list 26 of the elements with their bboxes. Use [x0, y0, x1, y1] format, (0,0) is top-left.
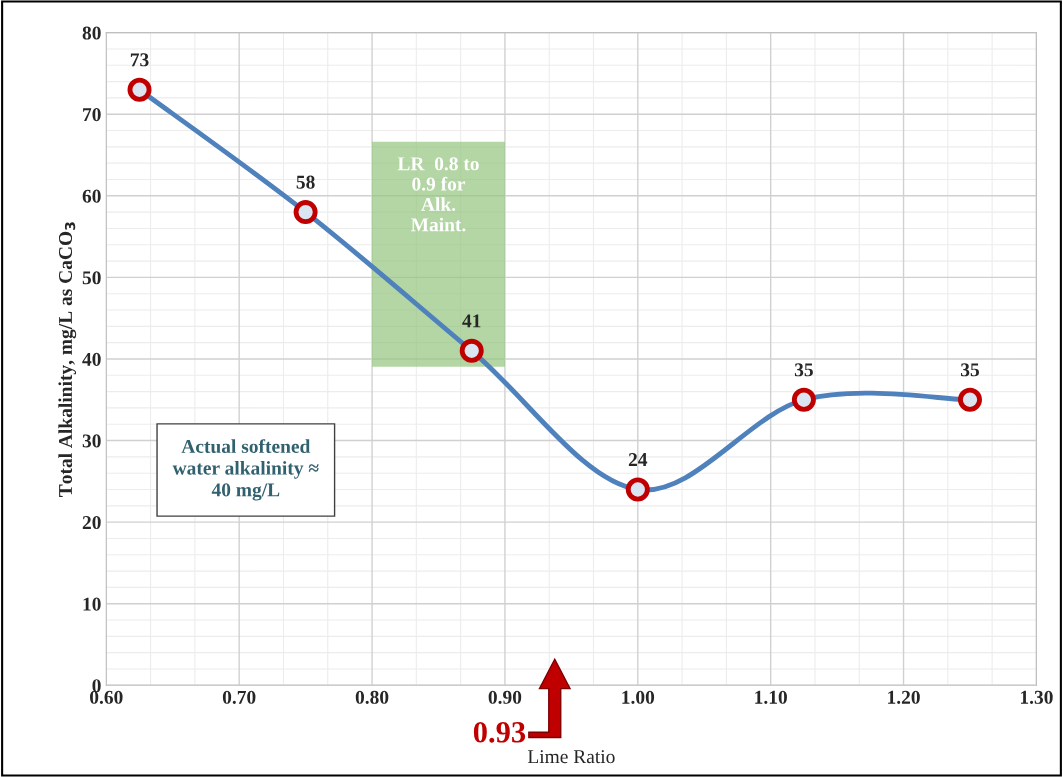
x-tick-label: 0.70 [222, 690, 256, 704]
data-label: 73 [130, 53, 149, 67]
y-tick-label: 20 [82, 515, 101, 530]
y-tick-label: 70 [83, 108, 101, 122]
data-label: 58 [296, 175, 315, 189]
y-tick-label: 80 [82, 26, 101, 40]
annotation: Actual softened water alkalinity ≈ 40 mg/L [172, 439, 319, 501]
data-label: 35 [794, 363, 813, 377]
x-tick-label: 1.30 [1020, 690, 1053, 704]
x-axis-title: Lime Ratio [527, 750, 615, 764]
y-tick-label: 30 [82, 434, 101, 448]
x-tick-label: 1.20 [888, 690, 920, 704]
y-tick-label: 40 [82, 352, 101, 366]
data-label: 24 [628, 453, 648, 466]
y-axis-title: Total Alkalinity, mg/L as CaCO$_{3}$ [58, 222, 77, 497]
y-tick-label: 10 [83, 597, 101, 611]
text: 0.93 [473, 721, 526, 743]
x-tick-label: 0.80 [355, 690, 389, 704]
x-tick-label: 1.10 [755, 690, 787, 704]
band-label: LR 0.8 to 0.9 for Alk. Maint. [397, 157, 479, 232]
data-label: 41 [462, 314, 481, 328]
y-tick-label: 50 [82, 271, 101, 285]
y-tick-label: 60 [82, 189, 101, 203]
x-tick-label: 1.00 [622, 690, 655, 704]
x-tick-label: 0.90 [488, 690, 522, 704]
data-label: 35 [961, 363, 979, 377]
